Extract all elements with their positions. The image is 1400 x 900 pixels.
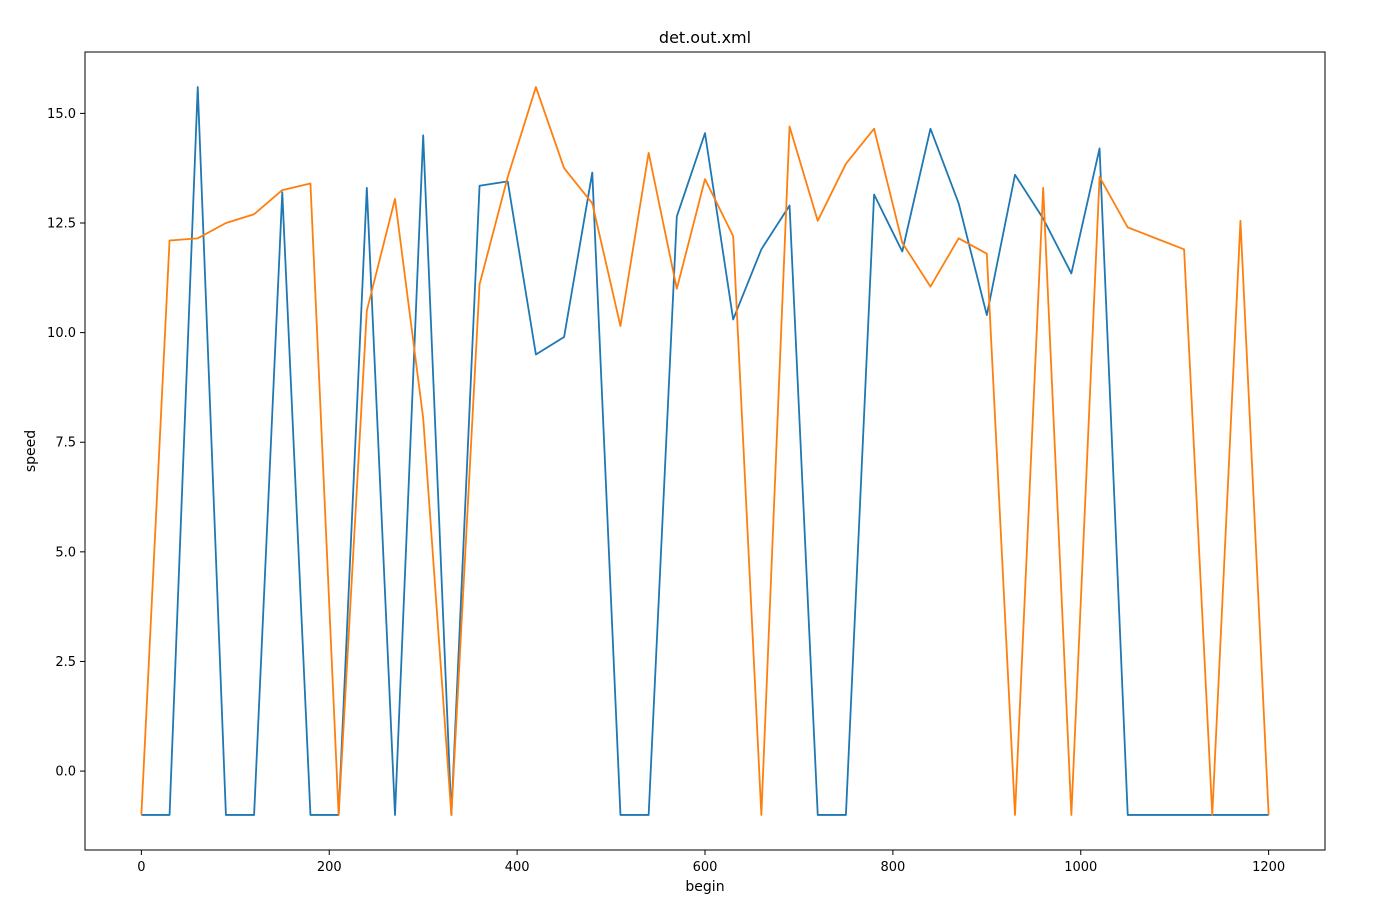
x-tick-label: 0 xyxy=(137,860,145,875)
series-line-1 xyxy=(141,86,1269,816)
y-tick-label: 5.0 xyxy=(55,545,76,560)
series-layer xyxy=(140,86,1270,816)
x-tick-label: 800 xyxy=(880,860,905,875)
y-axis: 0.0 2.5 5.0 7.5 10.0 12.5 15.0 xyxy=(47,107,85,780)
x-axis-label: begin xyxy=(685,879,724,895)
x-tick-label: 200 xyxy=(317,860,342,875)
x-tick-label: 400 xyxy=(505,860,530,875)
chart-title: det.out.xml xyxy=(659,28,751,47)
y-axis-label: speed xyxy=(23,430,39,472)
y-tick-label: 15.0 xyxy=(47,107,76,122)
x-tick-label: 1200 xyxy=(1252,860,1285,875)
y-tick-label: 7.5 xyxy=(55,436,76,451)
y-tick-label: 12.5 xyxy=(47,217,76,232)
y-tick-label: 2.5 xyxy=(55,655,76,670)
plot-background xyxy=(85,52,1325,850)
y-tick-label: 10.0 xyxy=(47,326,76,341)
x-axis: 0 200 400 600 800 1000 1200 xyxy=(137,850,1285,875)
y-tick-label: 0.0 xyxy=(55,765,76,780)
x-tick-label: 600 xyxy=(693,860,718,875)
series-line-2 xyxy=(140,86,1270,816)
x-tick-label: 1000 xyxy=(1064,860,1097,875)
